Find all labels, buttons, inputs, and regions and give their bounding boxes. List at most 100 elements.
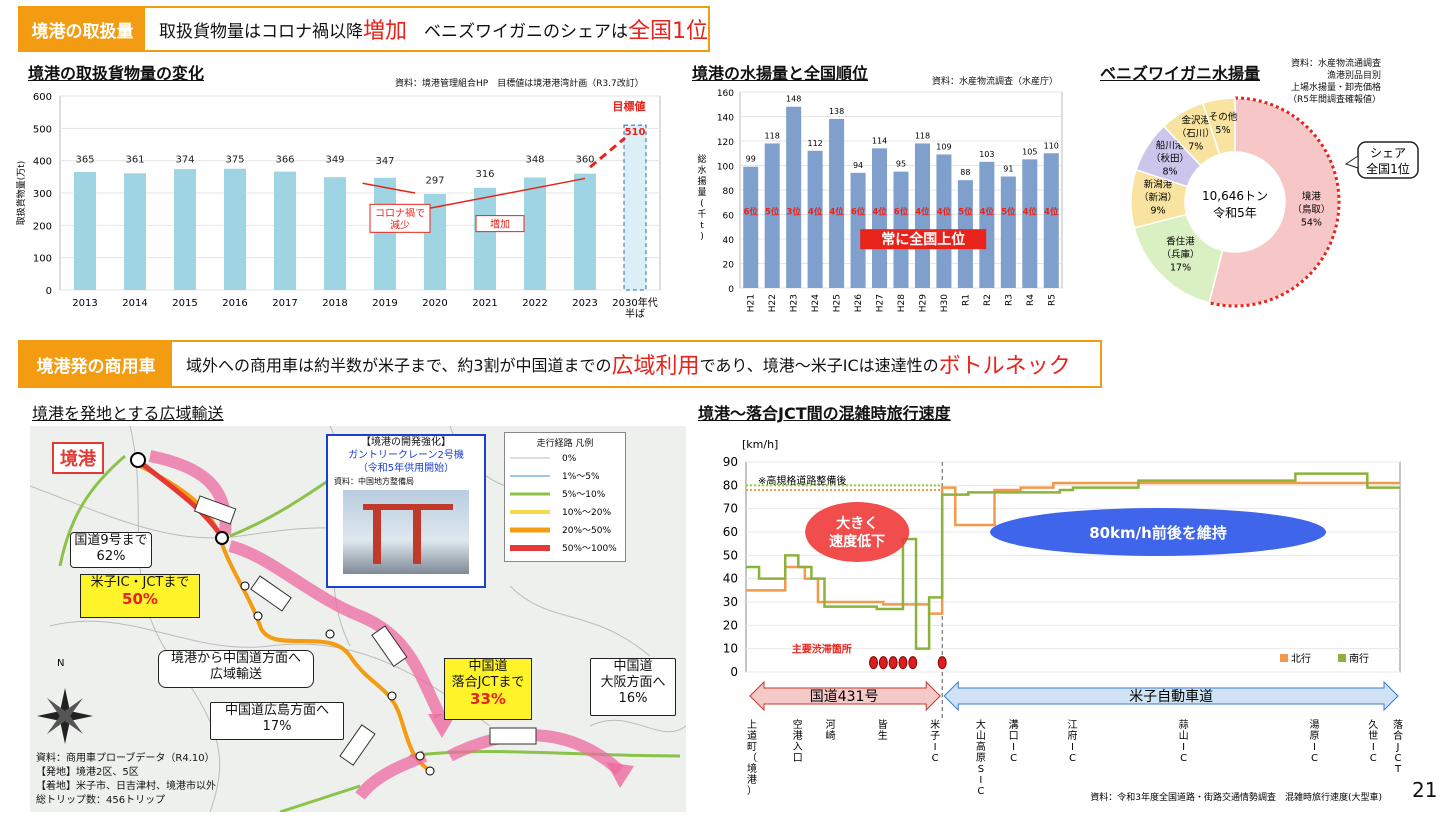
cargo-bar [174, 169, 196, 290]
legend-key-label: 50%～100% [562, 544, 617, 554]
speed-bottleneck-marker [869, 656, 879, 670]
banner-cargo-tag: 境港の取扱量 [20, 8, 145, 50]
speed-xlabel-char: 港 [793, 730, 803, 742]
cargo-ytick: 600 [33, 92, 52, 103]
cargo-value-label: 297 [425, 175, 444, 186]
legend-key-label: 20%～50% [562, 526, 611, 536]
crab-slice-label: 船川港 [1156, 140, 1185, 152]
catch-rank-label: 5位 [958, 207, 973, 218]
catch-rank-label: 4位 [915, 207, 930, 218]
speed-xlabel-char: I [1071, 742, 1074, 753]
speed-source: 資料：令和3年度全国道路・街路交通情勢調査 混雑時旅行速度(大型車) [1090, 791, 1382, 803]
catch-rank-label: 6位 [894, 207, 909, 218]
crab-share-line2: 全国1位 [1366, 161, 1410, 176]
speed-xlabel-char: 皆 [878, 719, 888, 731]
map-legend-keys: 0% 1%～5% 5%～10% 10%～20% 20%～50% 50%～100% [510, 454, 617, 554]
catch-rank-label: 4位 [980, 207, 995, 218]
cargo-ytick: 0 [46, 286, 52, 297]
speed-chart: [km/h] 0 10 20 30 40 50 60 70 80 90 ※高規格道路整備後大きく速度低… [723, 438, 1403, 803]
cargo-covid-note: コロナ禍で [375, 206, 425, 219]
speed-xlabel-char: 溝 [1009, 718, 1019, 731]
cargo-target-label: 目標値 [613, 99, 646, 113]
speed-ytick: 0 [730, 665, 738, 679]
callout-hiroshima: 中国道広島方面へ 17% [210, 702, 344, 740]
catch-xtick: H24 [811, 294, 821, 312]
map-red-route [138, 460, 223, 536]
cargo-bar [324, 177, 346, 290]
catch-rank-label: 4位 [808, 207, 823, 218]
node-mizokuchi [240, 581, 250, 591]
cargo-xtick: 2022 [522, 298, 547, 309]
catch-xtick: H28 [897, 294, 907, 312]
node-ochiai [425, 766, 435, 776]
crab-slice-label: （秋田） [1151, 153, 1189, 165]
crab-source: 資料：水産物流通調査 漁港別品目別 上場水揚量・卸売価格 （R5年間調査確報値） [1288, 59, 1381, 105]
catch-ytick: 40 [723, 236, 735, 246]
catch-value-label: 112 [807, 139, 822, 148]
catch-value-label: 110 [1044, 141, 1059, 150]
speed-xlabel-char: 道 [747, 729, 757, 742]
crab-slice-label: 7% [1188, 142, 1203, 153]
catch-banner-box [860, 229, 987, 250]
catch-ytick: 120 [717, 138, 734, 148]
speed-xlabel-char: C [1180, 753, 1187, 764]
cargo-target-arrow [589, 136, 626, 169]
node-kofu [253, 611, 263, 621]
speed-xlabel-char: 口 [1009, 731, 1019, 742]
flow-arrow-hiroshima [355, 750, 428, 800]
speed-xlabel-char: C [1395, 753, 1402, 764]
catch-xtick: H27 [876, 294, 886, 312]
cargo-bar [274, 171, 296, 290]
catch-xtick: H22 [768, 294, 778, 312]
catch-value-label: 118 [765, 131, 780, 140]
cargo-value-label: 510 [625, 127, 646, 138]
catch-rank-label: 4位 [829, 207, 844, 218]
cargo-xtick: 2030年代 [612, 296, 657, 309]
catch-ytick: 100 [717, 163, 734, 173]
speed-ytick: 10 [723, 642, 738, 656]
speed-xlabel-char: 高 [976, 740, 986, 753]
callout-chugoku: 境港から中国道方面へ 広域輸送 [158, 650, 314, 688]
route-label-431: 国道431号 [810, 689, 879, 705]
cargo-xtick: 2018 [322, 298, 347, 309]
speed-xlabel-char: 山 [1179, 730, 1189, 742]
speed-bubble-slow [805, 502, 910, 562]
catch-rank-label: 6位 [744, 207, 759, 218]
crab-share-pointer [1344, 155, 1359, 169]
speed-xlabel-char: 湯 [1309, 718, 1319, 731]
crab-slice-label: 境港 [1302, 191, 1322, 203]
cargo-value-label: 349 [325, 154, 344, 165]
node-hiruzen [325, 629, 335, 639]
map-source: 資料：商用車プローブデータ（R4.10） 【発地】境港2区、5区 【着地】米子市、日… [36, 753, 216, 806]
catch-xtick: R2 [983, 294, 993, 306]
speed-xlabel-char: C [932, 753, 939, 764]
speed-bottleneck-marker [908, 656, 918, 670]
catch-value-label: 148 [786, 95, 801, 104]
cargo-bar [623, 124, 647, 291]
cargo-chart: 0 100 200 300 400 500 600 取扱貨物量(万t) 365 2013 361 20… [15, 92, 661, 320]
speed-series-line [746, 472, 1400, 650]
legend-key-label: 0% [562, 454, 577, 464]
speed-xlabel-char: I [1182, 742, 1185, 753]
catch-title: 境港の水揚量と全国順位 [692, 64, 869, 83]
banner-vehicle: 境港発の商用車 域外への商用車は約半数が米子まで、約3割が中国道までの 広域利用で… [18, 340, 1102, 388]
map-panel: N 境港 【境港の開発強化】 ガントリークレーン2号機 （令和5年供用開始） 資… [30, 426, 686, 812]
catch-ylabel-char: 総 [697, 153, 706, 165]
crab-slice [1201, 97, 1236, 156]
callout-osaka: 中国道 大阪方面へ 16% [590, 658, 676, 716]
speed-bottleneck-marker [878, 656, 888, 670]
speed-xlabel-char: C [1069, 753, 1076, 764]
crane-photo [343, 490, 469, 574]
speed-xlabel-char: 山 [976, 730, 986, 742]
cargo-value-label: 365 [75, 154, 94, 165]
route-arrow-431 [749, 680, 941, 712]
cargo-bar [374, 177, 396, 290]
catch-ylabel-char: ) [700, 232, 704, 242]
banner-vehicle-text: 域外への商用車は約半数が米子まで、約3割が中国道までの 広域利用 であり、境港～米子… [186, 354, 1071, 379]
cargo-xtick: 2020 [422, 298, 447, 309]
cargo-covid-box [369, 203, 431, 233]
callout-route9: 国道9号まで 62% [70, 532, 152, 568]
catch-ytick: 0 [728, 285, 734, 295]
catch-rank-label: 5位 [1001, 207, 1016, 218]
